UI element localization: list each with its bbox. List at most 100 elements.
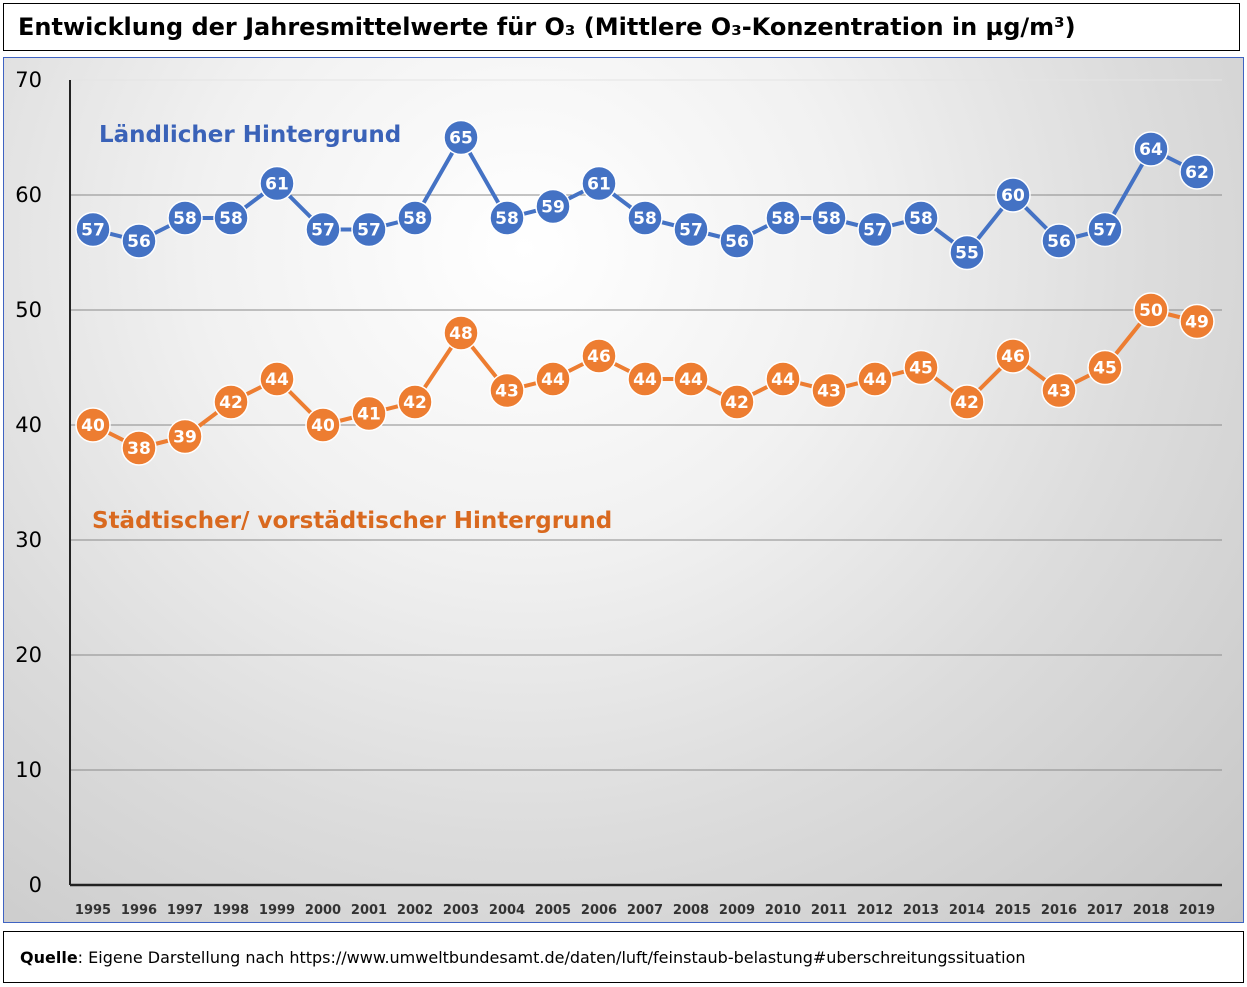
data-label-2-2007: 44 (633, 370, 657, 390)
x-tick-label-2009: 2009 (719, 903, 755, 918)
data-point-2-2005 (535, 361, 571, 397)
y-tick-label-0: 0 (29, 873, 42, 897)
data-label-1-2018: 64 (1139, 140, 1163, 160)
y-tick-label-30: 30 (15, 528, 42, 552)
data-point-1-2004 (489, 200, 525, 236)
data-label-1-2015: 60 (1001, 186, 1025, 206)
data-label-2-2012: 44 (863, 370, 887, 390)
data-label-1-1997: 58 (173, 209, 197, 229)
data-point-2-1997 (167, 418, 203, 455)
y-tick-label-70: 70 (15, 68, 42, 92)
data-label-2-1999: 44 (265, 370, 289, 390)
data-label-2-2017: 45 (1093, 359, 1117, 379)
data-point-2-2004 (489, 372, 525, 409)
gridlines (70, 79, 1222, 771)
data-point-2-2015 (995, 338, 1031, 374)
x-tick-label-1996: 1996 (121, 903, 157, 918)
data-point-1-2003 (443, 119, 479, 156)
data-label-2-1996: 38 (127, 439, 151, 459)
y-tick-label-50: 50 (15, 298, 42, 322)
data-point-1-2013 (903, 200, 939, 236)
data-label-2-2002: 42 (403, 393, 427, 413)
data-point-1-2005 (535, 188, 571, 225)
data-point-2-2008 (673, 361, 709, 397)
x-tick-label-2000: 2000 (305, 903, 341, 918)
data-point-2-2013 (903, 349, 939, 386)
data-label-1-2002: 58 (403, 209, 427, 229)
chart-area: 0 10 20 30 40 50 60 70 1995 1996 1997 1998 1999 2000 2… (3, 57, 1244, 923)
data-label-2-2015: 46 (1001, 347, 1025, 367)
data-point-2-2006 (581, 338, 617, 374)
data-point-2-1996 (121, 430, 157, 466)
x-tick-label-2019: 2019 (1179, 903, 1215, 918)
data-point-2-2012 (857, 361, 893, 397)
data-point-1-2012 (857, 211, 893, 248)
x-tick-label-2014: 2014 (949, 903, 985, 918)
data-label-2-2003: 48 (449, 324, 473, 344)
data-point-1-2009 (719, 223, 755, 259)
x-tick-label-2008: 2008 (673, 903, 709, 918)
data-point-2-2017 (1087, 349, 1123, 386)
x-tick-label-2018: 2018 (1133, 903, 1169, 918)
series: 57 56 58 58 61 57 57 58 65 58 59 61 58 57 56 58 58 57 58 55… (75, 119, 1215, 466)
data-point-1-2015 (995, 177, 1031, 213)
data-point-2-2000 (305, 407, 341, 443)
data-label-1-2010: 58 (771, 209, 795, 229)
chart-title: Entwicklung der Jahresmittelwerte für O₃… (3, 3, 1240, 51)
x-tick-label-2004: 2004 (489, 903, 525, 918)
x-tick-label-2015: 2015 (995, 903, 1031, 918)
y-tick-label-40: 40 (15, 413, 42, 437)
data-point-2-2019 (1179, 303, 1215, 340)
data-point-1-2008 (673, 211, 709, 248)
data-label-2-2011: 43 (817, 382, 841, 402)
series-name-label-1: Ländlicher Hintergrund (99, 122, 401, 148)
data-label-2-2018: 50 (1139, 301, 1163, 321)
data-point-1-2016 (1041, 223, 1077, 259)
data-label-1-2007: 58 (633, 209, 657, 229)
data-label-1-2005: 59 (541, 198, 565, 218)
y-tick-label-60: 60 (15, 183, 42, 207)
data-point-2-2016 (1041, 372, 1077, 409)
data-label-1-2000: 57 (311, 221, 335, 241)
data-point-1-1997 (167, 200, 203, 236)
data-label-2-1998: 42 (219, 393, 243, 413)
data-point-2-2009 (719, 384, 755, 420)
source-label: Quelle (20, 947, 78, 967)
x-tick-label-2017: 2017 (1087, 903, 1123, 918)
data-label-1-2011: 58 (817, 209, 841, 229)
data-label-1-2014: 55 (955, 244, 979, 264)
data-point-2-1998 (213, 384, 249, 420)
x-tick-label-2002: 2002 (397, 903, 433, 918)
series-name-label-2: Städtischer/ vorstädtischer Hintergrund (92, 508, 612, 534)
x-tick-label-2001: 2001 (351, 903, 387, 918)
x-tick-label-1999: 1999 (259, 903, 295, 918)
data-point-1-2000 (305, 211, 341, 248)
series-labels: Ländlicher Hintergrund Städtischer/ vorst… (92, 122, 612, 534)
data-point-1-2002 (397, 200, 433, 236)
source-text: : Eigene Darstellung nach https://www.um… (77, 947, 1026, 967)
x-tick-label-2006: 2006 (581, 903, 617, 918)
data-label-2-2019: 49 (1185, 313, 1209, 333)
data-label-1-2003: 65 (449, 129, 473, 149)
data-label-2-2014: 42 (955, 393, 979, 413)
source-note: Quelle: Eigene Darstellung nach https://… (3, 931, 1244, 983)
data-label-1-2004: 58 (495, 209, 519, 229)
data-label-2-2009: 42 (725, 393, 749, 413)
data-label-1-2006: 61 (587, 175, 611, 195)
data-label-2-2000: 40 (311, 416, 335, 436)
x-tick-label-2016: 2016 (1041, 903, 1077, 918)
data-point-2-2001 (351, 395, 387, 432)
data-point-1-2017 (1087, 211, 1123, 248)
data-point-1-2019 (1179, 154, 1215, 190)
data-point-1-2010 (765, 200, 801, 236)
data-label-2-2010: 44 (771, 370, 795, 390)
x-tick-label-2005: 2005 (535, 903, 571, 918)
x-tick-label-1997: 1997 (167, 903, 203, 918)
data-label-2-2013: 45 (909, 359, 933, 379)
x-tick-label-2013: 2013 (903, 903, 939, 918)
data-label-1-2009: 56 (725, 232, 749, 252)
data-point-1-1999 (259, 165, 295, 202)
data-label-2-2006: 46 (587, 347, 611, 367)
x-tick-label-1998: 1998 (213, 903, 249, 918)
data-label-2-2016: 43 (1047, 382, 1071, 402)
